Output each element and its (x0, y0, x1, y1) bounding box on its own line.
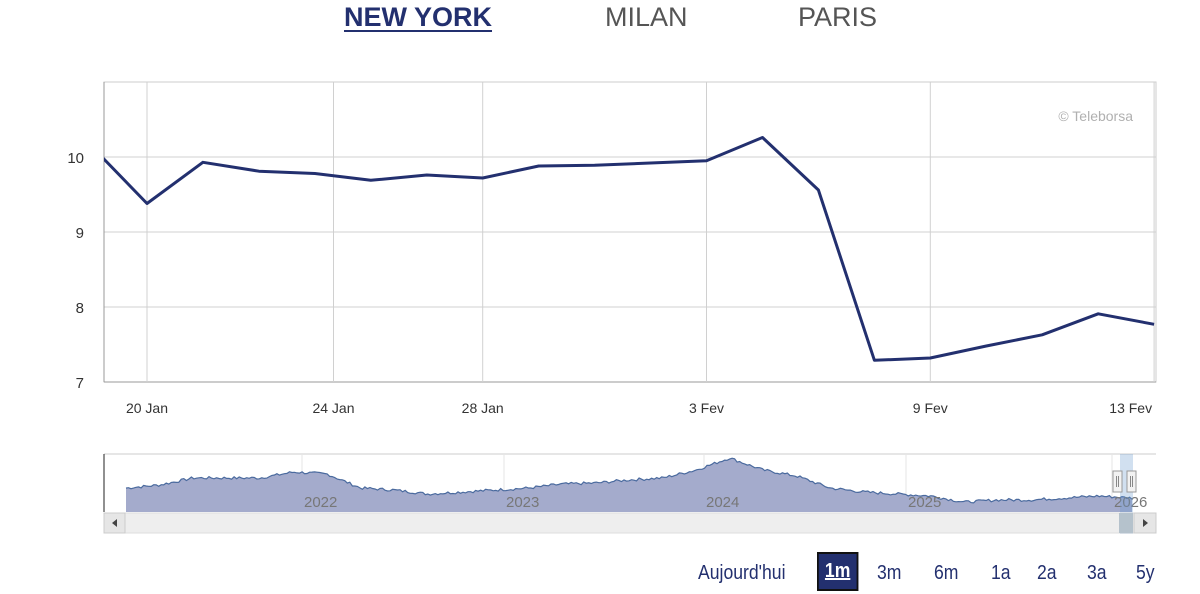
x-tick-label: 24 Jan (312, 400, 354, 416)
x-tick-label: 20 Jan (126, 400, 168, 416)
x-tick-label: 3 Fev (689, 400, 724, 416)
range-3m-button[interactable]: 3m (877, 562, 902, 584)
y-tick-label: 10 (67, 150, 84, 167)
price-line (104, 136, 1155, 362)
y-tick-label: 9 (76, 225, 84, 242)
scrollbar-thumb[interactable] (1119, 513, 1133, 533)
navigator-year-label: 2022 (304, 494, 337, 511)
price-chart: © Teleborsa 7 8 9 10 20 Jan 24 Jan 28 Jan 3 Fe… (67, 81, 1157, 534)
navigator-year-label: 2024 (706, 494, 739, 511)
x-tick-label: 9 Fev (913, 400, 948, 416)
navigator-handle[interactable] (1126, 470, 1137, 493)
range-1a-button[interactable]: 1a (991, 562, 1011, 584)
navigator-area (126, 458, 1132, 512)
range-1m-button[interactable]: 1m (817, 552, 859, 591)
navigator-year-label: 2026 (1114, 494, 1147, 511)
navigator-handle[interactable] (1112, 470, 1123, 493)
arrow-right-icon (1143, 519, 1148, 527)
y-axis: 7 8 9 10 (67, 150, 84, 392)
range-selector: Aujourd'hui 1m 3m 6m 1a 2a 3a 5y (0, 552, 1200, 592)
tab-paris[interactable]: PARIS (798, 2, 878, 32)
y-tick-label: 7 (76, 375, 84, 392)
grid (103, 81, 1157, 383)
navigator-line (125, 457, 1133, 504)
tab-milan[interactable]: MILAN (605, 2, 688, 32)
market-tabs: NEW YORK MILAN PARIS (0, 2, 1200, 38)
y-tick-label: 8 (76, 300, 84, 317)
x-axis: 20 Jan 24 Jan 28 Jan 3 Fev 9 Fev 13 Fev (126, 400, 1152, 416)
range-5y-button[interactable]: 5y (1136, 562, 1155, 584)
x-tick-label: 28 Jan (462, 400, 504, 416)
x-tick-label: 13 Fev (1109, 400, 1152, 416)
navigator-year-label: 2023 (506, 494, 539, 511)
range-today-button[interactable]: Aujourd'hui (698, 562, 786, 584)
scroll-left-button[interactable] (103, 512, 126, 534)
navigator[interactable]: 2022 2023 2024 2025 2026 (103, 453, 1157, 534)
tab-new-york[interactable]: NEW YORK (344, 2, 493, 32)
navigator-year-label: 2025 (908, 494, 941, 511)
scroll-right-button[interactable] (1133, 512, 1157, 534)
arrow-left-icon (112, 519, 117, 527)
credit-watermark: © Teleborsa (1058, 108, 1133, 124)
range-3a-button[interactable]: 3a (1087, 562, 1107, 584)
range-2a-button[interactable]: 2a (1037, 562, 1057, 584)
scrollbar[interactable] (103, 512, 1157, 534)
range-6m-button[interactable]: 6m (934, 562, 959, 584)
